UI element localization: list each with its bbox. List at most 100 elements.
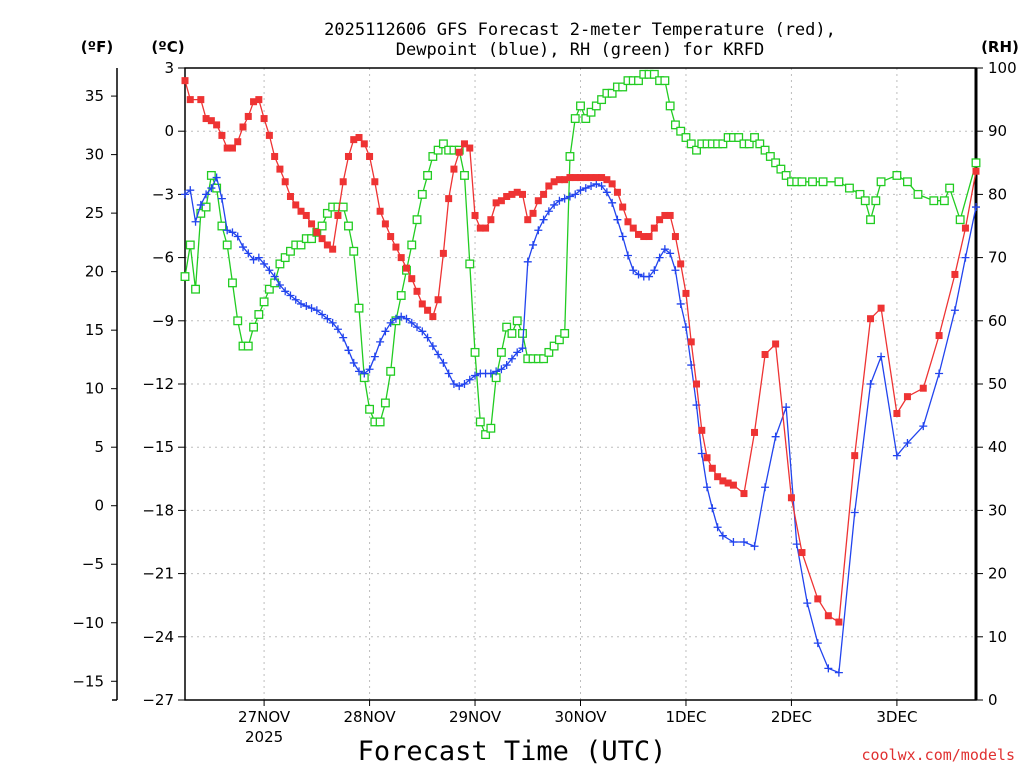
- data-point: [571, 190, 580, 199]
- data-point: [813, 639, 822, 648]
- data-point: [877, 352, 886, 361]
- data-point: [592, 174, 600, 182]
- data-point: [760, 145, 770, 155]
- chart-title: 2025112606 GFS Forecast 2-meter Temperat…: [324, 20, 836, 60]
- data-point: [434, 296, 442, 304]
- rh-tick-label: 90: [988, 122, 1007, 140]
- data-point: [449, 380, 458, 388]
- data-point: [640, 233, 648, 241]
- chart-title-line-1: 2025112606 GFS Forecast 2-meter Temperat…: [324, 20, 836, 40]
- data-point: [824, 664, 833, 673]
- data-point: [212, 173, 221, 182]
- data-point: [386, 366, 396, 376]
- data-point: [244, 112, 252, 120]
- data-point: [417, 189, 427, 199]
- data-point: [487, 216, 495, 224]
- data-point: [223, 226, 232, 235]
- data-point: [239, 243, 248, 252]
- fahrenheit-tick-label: 15: [85, 321, 104, 339]
- data-point: [550, 200, 559, 209]
- data-point: [329, 245, 337, 253]
- data-point: [392, 243, 400, 251]
- data-point: [439, 358, 448, 367]
- data-point: [424, 306, 432, 314]
- data-point: [492, 199, 500, 207]
- data-point: [371, 178, 379, 186]
- celsius-tick-label: −27: [142, 691, 174, 709]
- data-point: [271, 152, 279, 160]
- data-point: [408, 275, 416, 283]
- celsius-tick-label: 0: [164, 122, 174, 140]
- data-point: [360, 369, 369, 378]
- data-point: [344, 346, 353, 355]
- data-point: [950, 306, 959, 315]
- data-point: [471, 371, 480, 380]
- data-point: [323, 241, 331, 249]
- data-point: [561, 176, 569, 184]
- data-point: [365, 365, 374, 374]
- data-point: [919, 422, 928, 431]
- data-point: [380, 398, 390, 408]
- chart-title-line-2: Dewpoint (blue), RH (green) for KRFD: [396, 40, 764, 60]
- data-point: [729, 538, 738, 546]
- data-point: [645, 233, 653, 241]
- data-point: [955, 215, 965, 225]
- data-point: [365, 404, 375, 414]
- data-point: [824, 612, 832, 620]
- data-point: [529, 209, 537, 217]
- data-point: [554, 335, 564, 345]
- data-point: [623, 251, 632, 260]
- data-point: [402, 314, 411, 323]
- data-point: [423, 333, 432, 342]
- data-point: [476, 224, 484, 232]
- data-point: [866, 380, 875, 388]
- data-point: [217, 221, 227, 231]
- data-point: [598, 174, 606, 182]
- data-point: [460, 140, 468, 148]
- fahrenheit-tick-label: 25: [85, 204, 104, 222]
- data-point: [787, 494, 795, 502]
- data-point: [613, 215, 622, 224]
- data-point: [350, 136, 358, 144]
- data-point: [481, 430, 491, 440]
- data-point: [502, 322, 512, 332]
- data-point: [302, 211, 310, 219]
- data-point: [433, 145, 443, 155]
- data-point: [507, 354, 516, 363]
- data-point: [939, 196, 949, 206]
- data-point: [202, 115, 210, 123]
- data-point: [255, 96, 263, 104]
- data-point: [355, 367, 364, 376]
- data-point: [450, 165, 458, 173]
- data-point: [366, 152, 374, 160]
- data-point: [718, 139, 728, 149]
- data-point: [265, 131, 273, 139]
- data-point: [597, 95, 607, 105]
- data-point: [291, 295, 300, 304]
- data-point: [486, 423, 496, 433]
- data-point: [344, 152, 352, 160]
- fahrenheit-tick-label: −5: [82, 555, 104, 573]
- data-point: [497, 365, 506, 374]
- fahrenheit-tick-label: 5: [94, 438, 104, 456]
- data-point: [587, 181, 596, 190]
- data-point: [670, 120, 680, 130]
- rh-tick-label: 70: [988, 249, 1007, 267]
- data-point: [512, 316, 522, 326]
- data-point: [544, 207, 553, 216]
- data-point: [349, 358, 358, 367]
- fahrenheit-tick-label: 0: [94, 497, 104, 515]
- data-point: [681, 323, 690, 332]
- data-point: [518, 328, 527, 338]
- data-point: [243, 341, 253, 351]
- data-point: [228, 144, 236, 152]
- data-point: [264, 284, 274, 294]
- rh-tick-label: 10: [988, 628, 1007, 646]
- data-point: [592, 179, 601, 188]
- data-point: [397, 312, 406, 321]
- rh-tick-label: 60: [988, 312, 1007, 330]
- data-point: [186, 96, 194, 104]
- data-point: [513, 348, 522, 357]
- celsius-tick-label: −15: [142, 438, 174, 456]
- data-point: [492, 367, 501, 376]
